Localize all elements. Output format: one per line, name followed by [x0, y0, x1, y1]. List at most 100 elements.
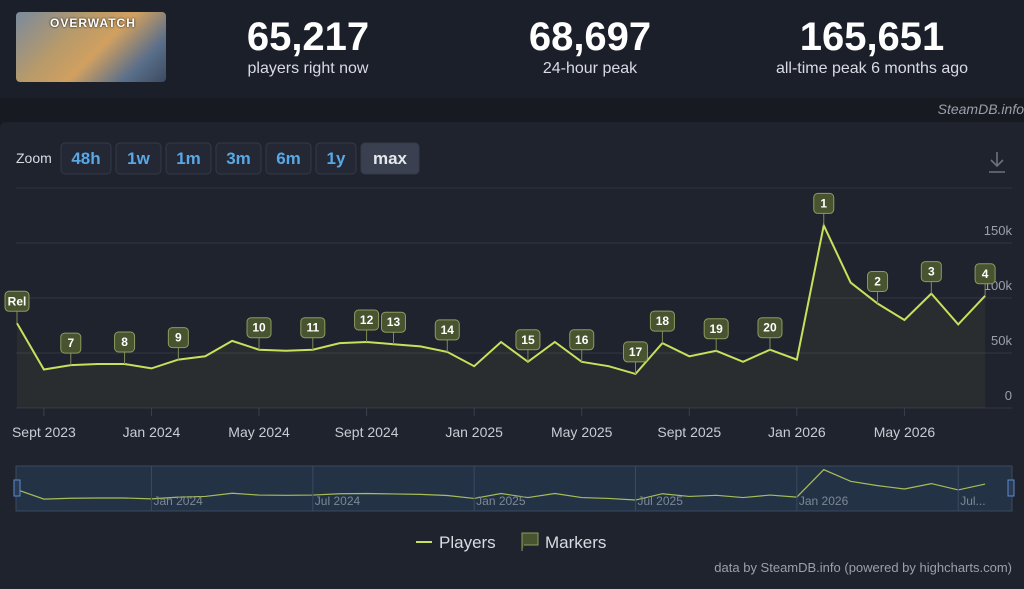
zoom-button-bg[interactable] — [315, 142, 357, 175]
marker-flag[interactable] — [569, 329, 595, 351]
marker-label: 4 — [982, 267, 989, 281]
legend-label[interactable]: Players — [439, 533, 496, 552]
zoom-button-bg[interactable] — [60, 142, 112, 175]
navigator-tick-label: Jul 2024 — [315, 494, 361, 508]
y-tick-label: 50k — [991, 333, 1012, 348]
x-tick-label: May 2025 — [551, 424, 613, 440]
zoom-button-bg[interactable] — [215, 142, 262, 175]
zoom-button-label[interactable]: 3m — [226, 149, 251, 168]
marker-label: 9 — [175, 331, 182, 345]
marker-flag[interactable] — [246, 317, 272, 339]
marker-label: 1 — [820, 196, 827, 210]
marker-label: 14 — [441, 323, 455, 337]
navigator-tick-label: Jul 2025 — [638, 494, 684, 508]
marker-flag[interactable] — [300, 317, 326, 339]
y-tick-label: 0 — [1005, 388, 1012, 403]
marker-label: 2 — [874, 275, 881, 289]
zoom-button[interactable]: 1w — [115, 142, 162, 175]
y-tick-label: 150k — [984, 223, 1013, 238]
navigator-handle[interactable] — [13, 479, 21, 497]
x-tick-label: May 2024 — [228, 424, 290, 440]
marker-flag[interactable] — [920, 261, 942, 283]
marker-flag[interactable] — [813, 192, 835, 214]
navigator-line — [16, 468, 986, 501]
legend-label[interactable]: Markers — [545, 533, 606, 552]
zoom-button-label[interactable]: 6m — [276, 149, 301, 168]
footer: data by SteamDB.info (powered by highcha… — [714, 560, 1012, 575]
stat-value: 65,217 — [246, 15, 370, 59]
marker-label: 19 — [710, 322, 724, 336]
zoom-button-bg[interactable] — [360, 142, 420, 175]
legend-flag — [521, 532, 539, 551]
marker-label: 17 — [629, 345, 643, 359]
zoom-button[interactable]: max — [360, 142, 420, 175]
zoom-button-bg[interactable] — [265, 142, 312, 175]
stat-label: 24-hour peak — [542, 60, 638, 77]
zoom-button-label[interactable]: max — [373, 149, 408, 168]
navigator-handle[interactable] — [1007, 479, 1015, 497]
navigator-tick-label: Jul... — [960, 494, 985, 508]
source: SteamDB.info — [937, 101, 1024, 117]
stat: 165,651 all-time peak 6 months ago — [742, 14, 1002, 78]
game-image: OVERWATCH — [16, 12, 166, 82]
marker-label: 3 — [928, 265, 935, 279]
stat-value: 165,651 — [799, 15, 945, 59]
zoom-button-bg[interactable] — [115, 142, 162, 175]
zoom-button-label[interactable]: 48h — [71, 149, 100, 168]
marker-flag[interactable] — [380, 311, 406, 333]
marker-flag[interactable] — [757, 317, 783, 339]
marker-flag[interactable] — [515, 329, 541, 351]
marker-label: 11 — [306, 321, 319, 335]
marker-label: 18 — [656, 314, 670, 328]
game-logo: OVERWATCH — [50, 16, 136, 30]
marker-label: 10 — [252, 321, 266, 335]
zoom-label: Zoom — [16, 150, 52, 166]
marker-flag[interactable] — [434, 319, 460, 341]
zoom-button-label[interactable]: 1w — [127, 149, 150, 168]
marker-label: 15 — [521, 333, 535, 347]
marker-flag[interactable] — [114, 331, 136, 353]
zoom-button[interactable]: 1m — [165, 142, 212, 175]
zoom-button[interactable]: 6m — [265, 142, 312, 175]
marker-flag[interactable] — [4, 290, 30, 312]
marker-flag[interactable] — [703, 318, 729, 340]
marker-label: 20 — [763, 321, 777, 335]
navigator-tick-label: Jan 2026 — [799, 494, 849, 508]
marker-label: 12 — [360, 313, 374, 327]
stat-label: all-time peak 6 months ago — [775, 60, 969, 77]
x-tick-label: Sept 2024 — [335, 424, 399, 440]
marker-flag[interactable] — [649, 310, 675, 332]
marker-label: Rel — [8, 294, 27, 308]
zoom-button-bg[interactable] — [165, 142, 212, 175]
marker-label: 13 — [387, 315, 401, 329]
download-icon[interactable] — [989, 152, 1005, 173]
header: OVERWATCH 65,217 players right now 68,697… — [0, 0, 1024, 98]
x-tick-label: Sept 2025 — [657, 424, 721, 440]
x-tick-label: Jan 2024 — [123, 424, 181, 440]
marker-flag[interactable] — [867, 271, 889, 292]
zoom-button[interactable]: 48h — [60, 142, 112, 175]
marker-flag[interactable] — [167, 327, 189, 349]
x-tick-label: Jan 2025 — [445, 424, 503, 440]
zoom-button-label[interactable]: 1m — [176, 149, 201, 168]
marker-flag[interactable] — [354, 309, 380, 331]
area — [17, 225, 986, 408]
stat: 68,697 24-hour peak — [460, 14, 720, 78]
x-tick-label: May 2026 — [874, 424, 936, 440]
stat-label: players right now — [247, 60, 369, 77]
navigator-tick-label: Jan 2025 — [476, 494, 526, 508]
navigator-tick-label: Jan 2024 — [153, 494, 203, 508]
zoom-button[interactable]: 3m — [215, 142, 262, 175]
zoom-button[interactable]: 1y — [315, 142, 357, 175]
stat: 65,217 players right now — [178, 14, 438, 78]
zoom-button-label[interactable]: 1y — [327, 149, 346, 168]
marker-flag[interactable] — [974, 263, 996, 285]
x-tick-label: Jan 2026 — [768, 424, 826, 440]
stat-value: 68,697 — [528, 15, 652, 59]
x-tick-label: Sept 2023 — [12, 424, 76, 440]
marker-flag[interactable] — [60, 332, 82, 354]
marker-label: 16 — [575, 333, 589, 347]
marker-flag[interactable] — [623, 341, 649, 363]
